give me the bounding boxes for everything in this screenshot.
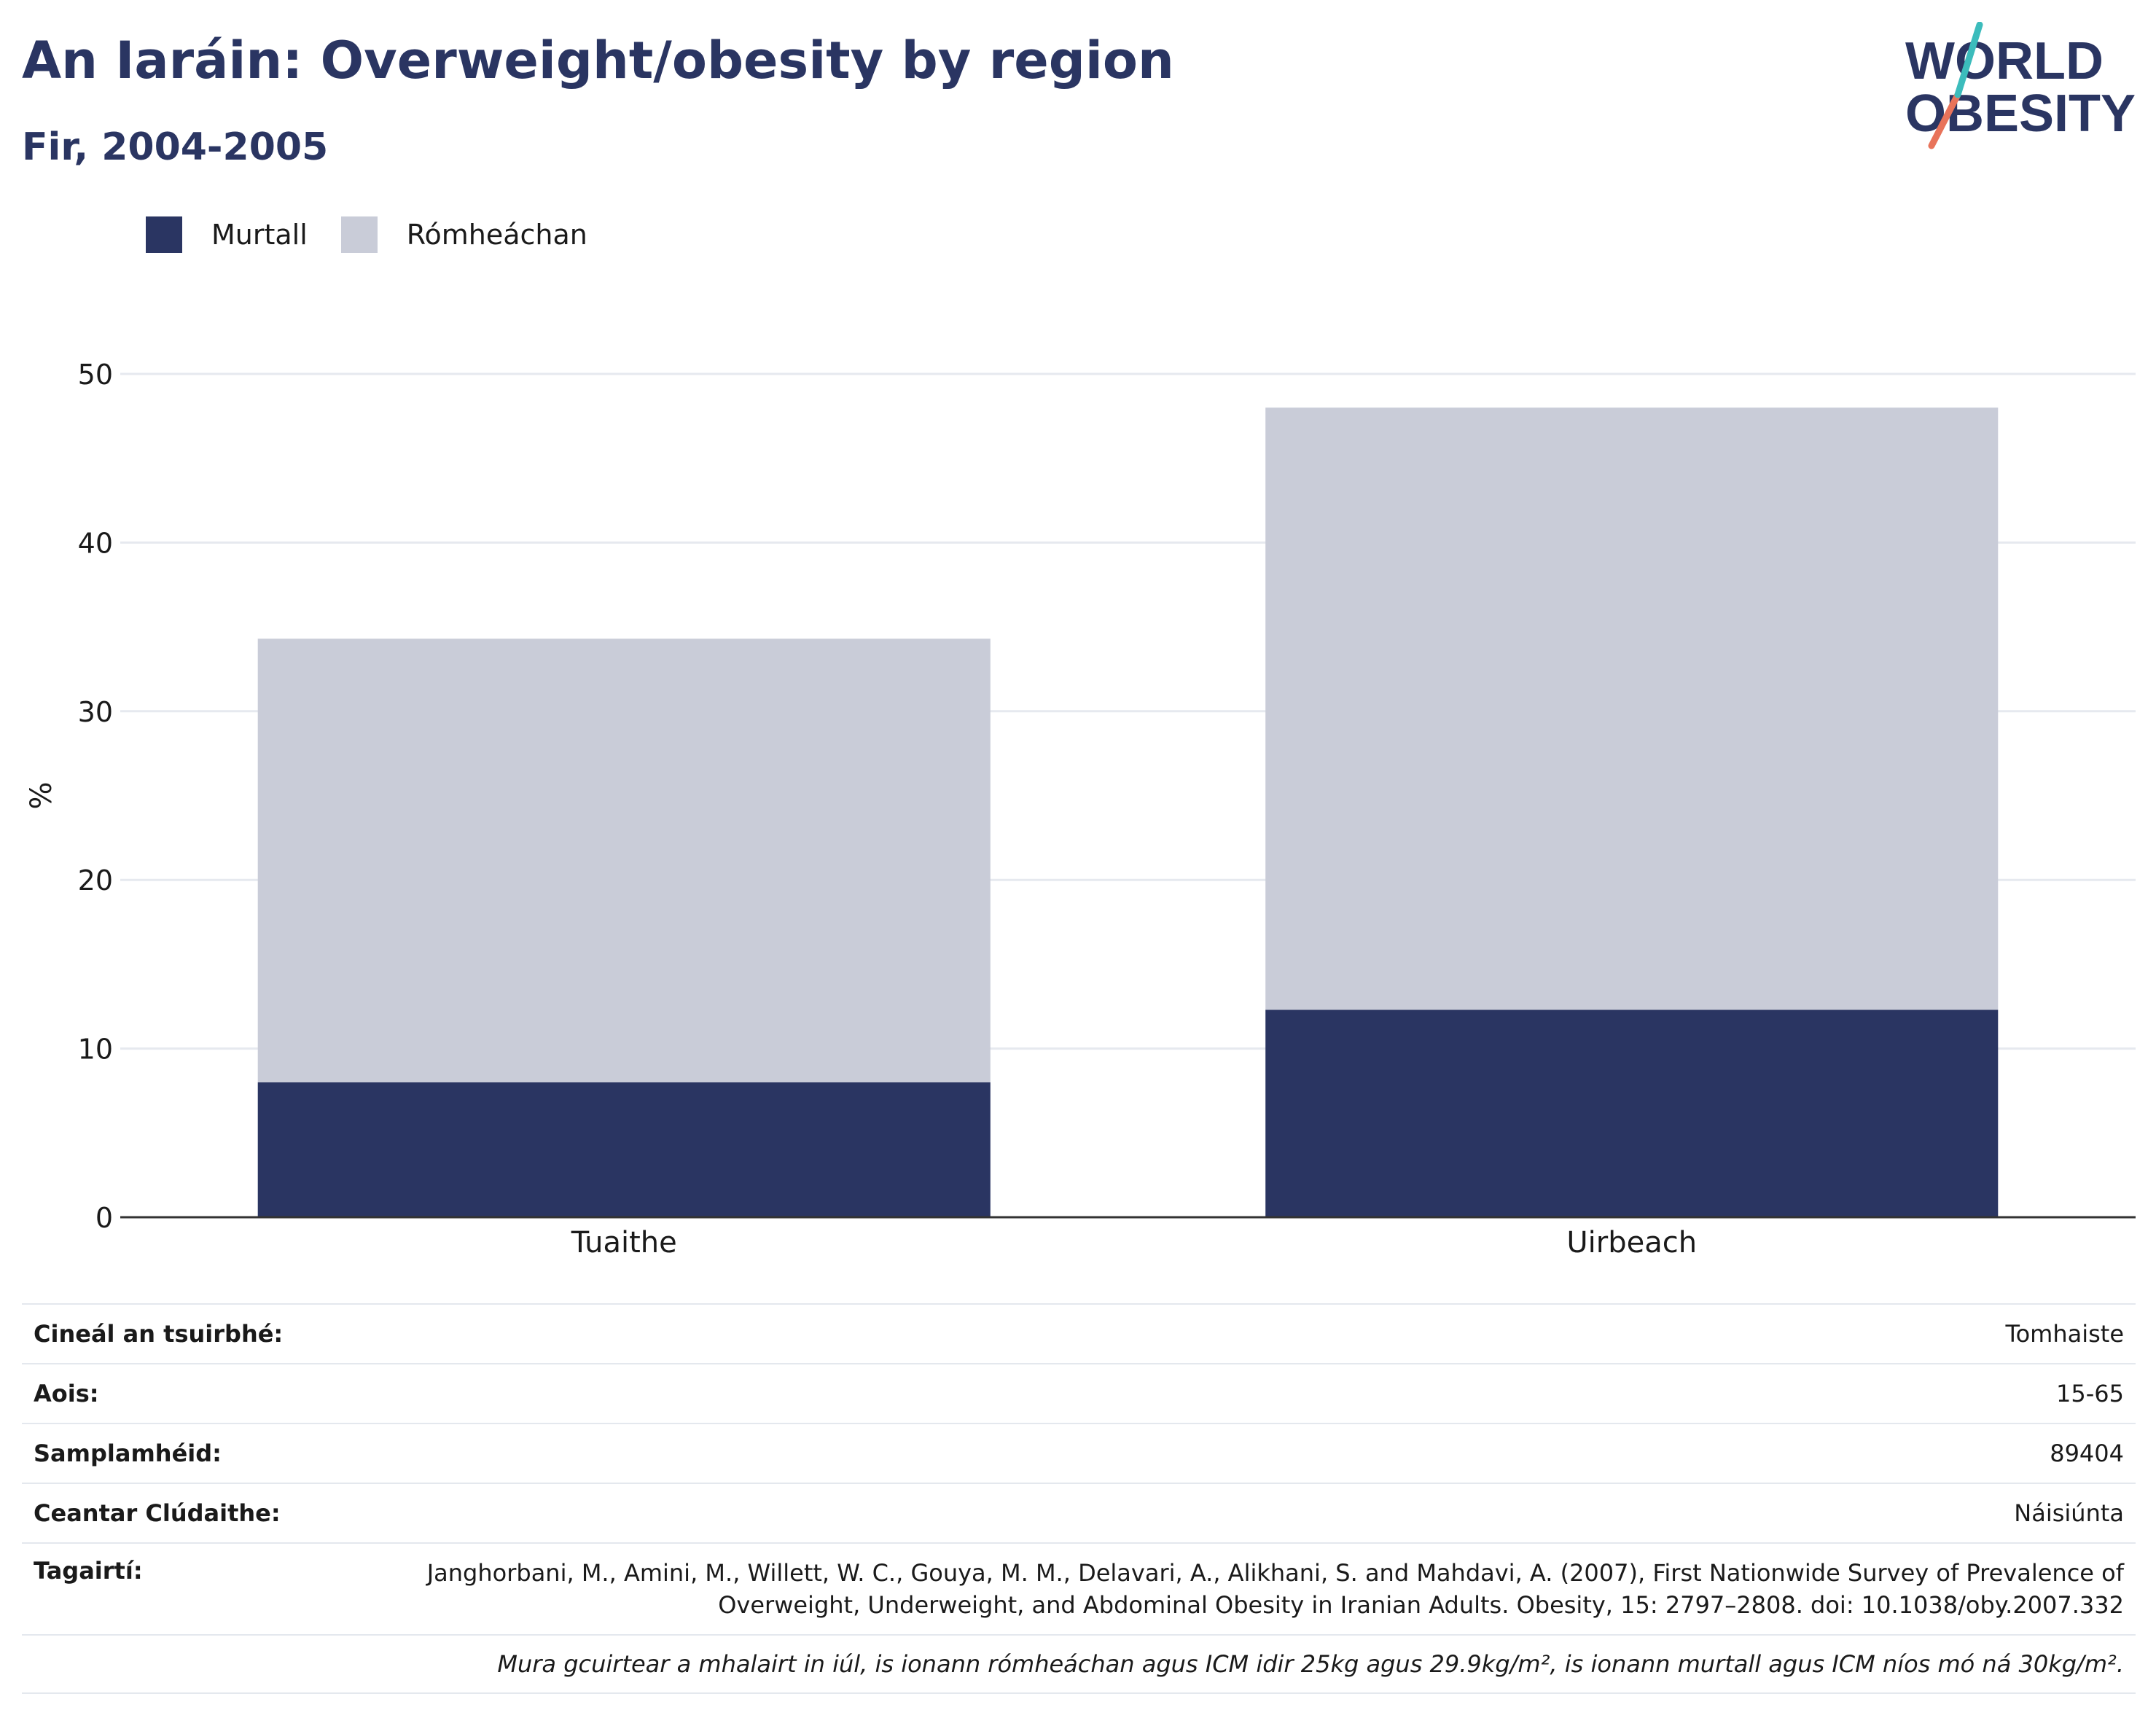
legend-swatch-romheachan — [340, 216, 378, 253]
y-tick-label: 30 — [78, 696, 113, 728]
y-tick-label: 50 — [78, 359, 113, 391]
info-value: Tomhaiste — [2005, 1320, 2124, 1348]
legend-label-murtall: Murtall — [211, 219, 308, 251]
y-tick-label: 40 — [78, 527, 113, 559]
chart-legend: Murtall Rómheáchan — [146, 216, 621, 254]
legend-swatch-murtall — [146, 216, 182, 253]
info-row-age: Aois: 15-65 — [22, 1363, 2136, 1423]
y-tick-label: 0 — [95, 1202, 113, 1234]
references-text: Janghorbani, M., Amini, M., Willett, W. … — [426, 1559, 2124, 1619]
info-label: Tagairtí: — [34, 1557, 143, 1585]
bar-murtall-uirbeach — [1265, 1009, 1999, 1217]
info-value: Náisiúnta — [2014, 1499, 2124, 1527]
logo-slash-coral — [1928, 91, 1961, 149]
y-tick-label: 10 — [78, 1034, 113, 1066]
x-tick-label: Uirbeach — [1566, 1226, 1697, 1260]
chart-title: An Iaráin: Overweight/obesity by region — [22, 31, 1174, 90]
info-label: Aois: — [34, 1380, 99, 1407]
x-tick-label: Tuaithe — [571, 1226, 677, 1260]
info-row-sample-size: Samplamhéid: 89404 — [22, 1423, 2136, 1483]
logo-line2: OBESITY — [1905, 85, 2136, 143]
survey-info-table: Cineál an tsuirbhé: Tomhaiste Aois: 15-6… — [22, 1303, 2136, 1694]
legend-item-romheachan: Rómheáchan — [340, 216, 587, 253]
info-row-survey-type: Cineál an tsuirbhé: Tomhaiste — [22, 1303, 2136, 1363]
definition-note: Mura gcuirtear a mhalairt in iúl, is ion… — [22, 1634, 2136, 1694]
info-value: 15-65 — [2056, 1380, 2124, 1407]
info-row-references: Tagairtí: Janghorbani, M., Amini, M., Wi… — [22, 1542, 2136, 1634]
legend-item-murtall: Murtall — [146, 216, 308, 253]
info-label: Ceantar Clúdaithe: — [34, 1499, 281, 1527]
info-value: 89404 — [2050, 1440, 2124, 1467]
y-axis-label: % — [25, 781, 58, 809]
world-obesity-logo: WORLD OBESITY — [1905, 22, 2136, 149]
info-label: Samplamhéid: — [34, 1440, 222, 1467]
logo-line1: WORLD — [1905, 32, 2104, 90]
info-row-area-covered: Ceantar Clúdaithe: Náisiúnta — [22, 1483, 2136, 1542]
y-tick-label: 20 — [78, 864, 113, 897]
logo-slash-teal — [1954, 22, 1983, 98]
bar-rómheáchan-uirbeach — [1265, 407, 1999, 1010]
stacked-bar-chart: 0 10 20 30 40 50 Tuaithe Uirbeach% — [25, 359, 2136, 1260]
bar-rómheáchan-tuaithe — [257, 638, 991, 1082]
info-label: Cineál an tsuirbhé: — [34, 1320, 284, 1348]
bar-murtall-tuaithe — [257, 1082, 991, 1217]
chart-subtitle: Fir, 2004-2005 — [22, 125, 329, 169]
legend-label-romheachan: Rómheáchan — [406, 219, 587, 251]
